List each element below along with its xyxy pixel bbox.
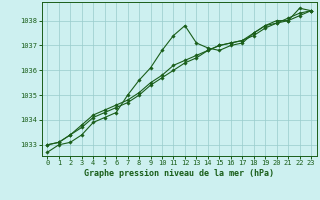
X-axis label: Graphe pression niveau de la mer (hPa): Graphe pression niveau de la mer (hPa) <box>84 169 274 178</box>
